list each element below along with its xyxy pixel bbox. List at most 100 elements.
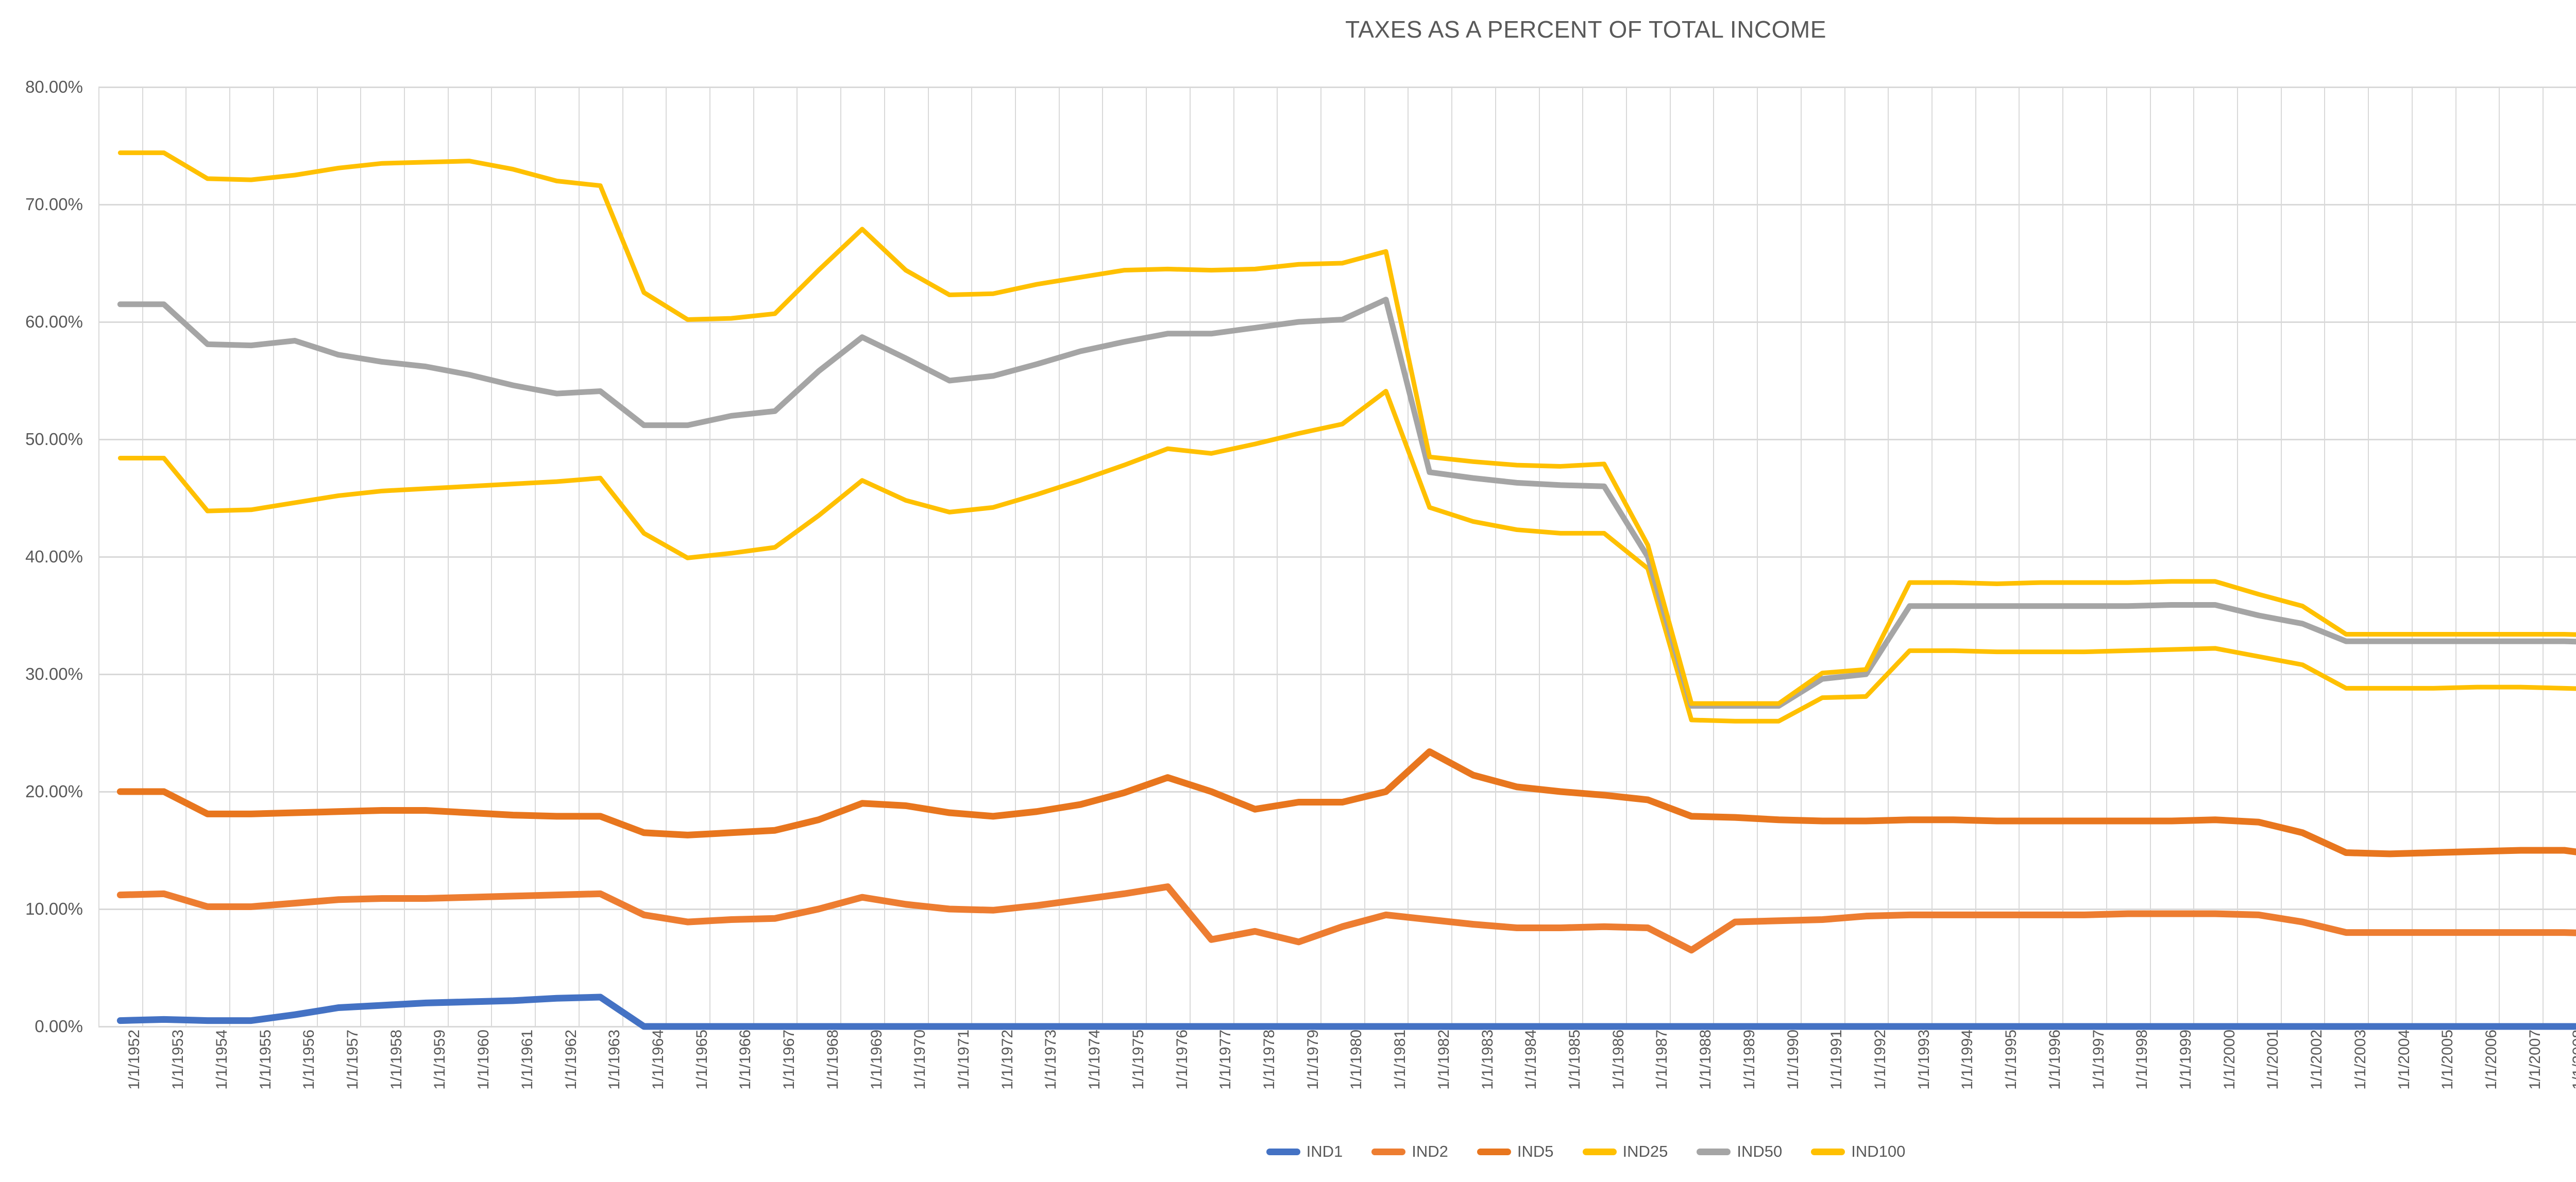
x-axis-tick-label: 1/1/1974 <box>1086 1030 1104 1090</box>
x-axis-tick-label: 1/1/1970 <box>911 1030 929 1090</box>
gridline-vertical <box>273 87 274 1026</box>
x-axis-tick-label: 1/1/1960 <box>475 1030 493 1090</box>
gridline-horizontal <box>98 909 2576 910</box>
gridline-vertical <box>98 87 99 1026</box>
gridline-vertical <box>1975 87 1976 1026</box>
legend-swatch-icon <box>1811 1148 1845 1155</box>
series-line-ind1 <box>116 993 2576 1030</box>
x-axis: 1/1/1952 1/1/1953 1/1/1954 1/1/1955 1/1/1956… <box>98 1030 2576 1133</box>
gridline-vertical <box>447 87 449 1026</box>
gridline-vertical <box>2237 87 2238 1026</box>
gridline-horizontal <box>98 791 2576 793</box>
legend-swatch-icon <box>1266 1148 1300 1155</box>
gridline-vertical <box>1888 87 1889 1026</box>
gridline-vertical <box>2499 87 2500 1026</box>
x-axis-tick-label: 1/1/1992 <box>1871 1030 1889 1090</box>
x-axis-tick-label: 1/1/1989 <box>1740 1030 1758 1090</box>
x-axis-tick-label: 1/1/2000 <box>2221 1030 2238 1090</box>
x-axis-tick-label: 1/1/1980 <box>1348 1030 1365 1090</box>
x-axis-tick-label: 1/1/1979 <box>1304 1030 1321 1090</box>
gridline-vertical <box>1058 87 1060 1026</box>
legend-item-label: IND25 <box>1622 1142 1668 1160</box>
plot-area <box>98 87 2576 1030</box>
legend-item-ind100[interactable]: IND100 <box>1811 1142 1905 1161</box>
gridline-vertical <box>2543 87 2544 1026</box>
series-line-ind2 <box>116 883 2576 954</box>
gridline-vertical <box>360 87 362 1026</box>
x-axis-tick-label: 1/1/1995 <box>2003 1030 2020 1090</box>
gridline-vertical <box>971 87 973 1026</box>
legend-item-ind5[interactable]: IND5 <box>1477 1142 1554 1161</box>
gridline-vertical <box>578 87 580 1026</box>
x-axis-tick-label: 1/1/2002 <box>2308 1030 2326 1090</box>
gridline-vertical <box>666 87 667 1026</box>
gridline-vertical <box>2324 87 2326 1026</box>
gridline-vertical <box>1320 87 1321 1026</box>
gridline-vertical <box>927 87 929 1026</box>
legend-item-ind1[interactable]: IND1 <box>1266 1142 1343 1161</box>
gridline-vertical <box>1408 87 1409 1026</box>
gridline-vertical <box>535 87 536 1026</box>
x-axis-tick-label: 1/1/2005 <box>2439 1030 2456 1090</box>
gridline-vertical <box>1669 87 1671 1026</box>
gridline-vertical <box>1757 87 1758 1026</box>
x-axis-tick-label: 1/1/1988 <box>1697 1030 1715 1090</box>
x-axis-tick-label: 1/1/1986 <box>1609 1030 1627 1090</box>
x-axis-tick-label: 1/1/1990 <box>1784 1030 1802 1090</box>
legend-item-label: IND50 <box>1737 1142 1783 1160</box>
y-axis-tick-label: 40.00% <box>25 547 83 566</box>
legend-swatch-icon <box>1582 1148 1617 1155</box>
x-axis-tick-label: 1/1/1999 <box>2177 1030 2194 1090</box>
gridline-vertical <box>1146 87 1147 1026</box>
series-line-ind25 <box>117 389 2576 724</box>
gridline-horizontal <box>98 674 2576 675</box>
series-line-ind5 <box>116 748 2576 858</box>
gridline-vertical <box>884 87 885 1026</box>
x-axis-tick-label: 1/1/1991 <box>1828 1030 1845 1090</box>
x-axis-tick-label: 1/1/1982 <box>1435 1030 1452 1090</box>
gridline-horizontal <box>98 439 2576 440</box>
gridline-vertical <box>1015 87 1016 1026</box>
gridline-vertical <box>142 87 143 1026</box>
gridline-vertical <box>2411 87 2413 1026</box>
legend-item-ind50[interactable]: IND50 <box>1697 1142 1782 1161</box>
series-layer <box>116 150 2576 1030</box>
gridline-vertical <box>1364 87 1365 1026</box>
x-axis-tick-label: 1/1/1964 <box>649 1030 667 1090</box>
legend-item-label: IND2 <box>1412 1142 1448 1160</box>
gridline-vertical <box>753 87 754 1026</box>
gridline-vertical <box>1931 87 1933 1026</box>
x-axis-tick-label: 1/1/1994 <box>1959 1030 1976 1090</box>
x-axis-tick-label: 1/1/1996 <box>2046 1030 2063 1090</box>
gridline-vertical <box>491 87 493 1026</box>
gridline-vertical <box>1451 87 1453 1026</box>
gridline-horizontal <box>98 204 2576 205</box>
gridline-vertical <box>2455 87 2456 1026</box>
x-axis-tick-label: 1/1/1966 <box>737 1030 754 1090</box>
x-axis-tick-label: 1/1/2003 <box>2351 1030 2369 1090</box>
x-axis-tick-label: 1/1/1961 <box>518 1030 536 1090</box>
gridline-vertical <box>622 87 623 1026</box>
x-axis-tick-label: 1/1/1997 <box>2090 1030 2107 1090</box>
gridline-vertical <box>1538 87 1540 1026</box>
y-axis-tick-label: 20.00% <box>25 782 83 801</box>
x-axis-tick-label: 1/1/1958 <box>387 1030 405 1090</box>
x-axis-tick-label: 1/1/2007 <box>2526 1030 2544 1090</box>
y-axis-tick-label: 30.00% <box>25 664 83 683</box>
gridline-vertical <box>1582 87 1584 1026</box>
chart-title: TAXES AS A PERCENT OF TOTAL INCOME <box>1345 16 1826 43</box>
x-axis-tick-label: 1/1/1959 <box>431 1030 449 1090</box>
gridline-vertical <box>1626 87 1627 1026</box>
gridline-horizontal <box>98 556 2576 558</box>
x-axis-tick-label: 1/1/1976 <box>1173 1030 1191 1090</box>
legend-item-label: IND100 <box>1851 1142 1906 1160</box>
x-axis-tick-label: 1/1/1985 <box>1566 1030 1583 1090</box>
legend-item-ind25[interactable]: IND25 <box>1582 1142 1668 1161</box>
x-axis-tick-label: 1/1/1983 <box>1479 1030 1496 1090</box>
x-axis-tick-label: 1/1/1956 <box>300 1030 318 1090</box>
legend-item-ind2[interactable]: IND2 <box>1371 1142 1448 1161</box>
x-axis-tick-label: 1/1/2008 <box>2570 1030 2576 1090</box>
gridline-vertical <box>2280 87 2282 1026</box>
x-axis-tick-label: 1/1/1962 <box>562 1030 580 1090</box>
gridline-vertical <box>1844 87 1845 1026</box>
